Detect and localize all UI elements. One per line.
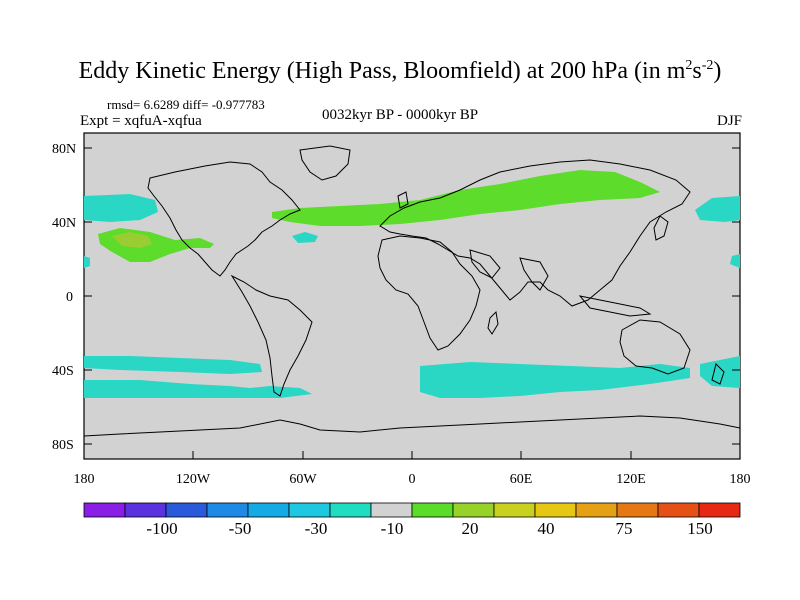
coast-arabia	[469, 249, 501, 279]
colorbar-swatch	[370, 502, 413, 518]
map-background	[83, 132, 741, 460]
colorbar-label: 20	[461, 519, 479, 538]
map-title: Eddy Kinetic Energy (High Pass, Bloomfie…	[78, 58, 722, 84]
cyan-field-south-pacific-2	[84, 380, 312, 398]
coast-new-zealand	[711, 363, 725, 385]
axis-ticks	[83, 147, 741, 459]
colorbar-swatch	[493, 502, 536, 518]
lat-label: 80S	[52, 438, 74, 453]
lon-label: 180	[74, 472, 95, 487]
coast-uk	[397, 191, 409, 209]
colorbar-swatch	[534, 502, 577, 518]
lon-label: 60E	[510, 472, 533, 487]
lat-label: 40N	[52, 216, 76, 231]
coast-japan	[653, 215, 669, 241]
colorbar-label: -100	[146, 519, 178, 538]
yellowgreen-field-pacific	[112, 232, 152, 248]
colorbar-swatch	[329, 502, 372, 518]
cyan-field-west-edge	[84, 256, 90, 268]
anomaly-fields	[84, 170, 740, 398]
coastlines	[83, 145, 741, 437]
coast-eurasia	[379, 159, 691, 307]
lat-label: 80N	[52, 142, 76, 157]
colorbar-label: -30	[304, 519, 328, 538]
colorbar-swatch	[411, 502, 454, 518]
colorbar	[83, 502, 741, 518]
colorbar-swatch	[698, 502, 741, 518]
coast-indonesia	[578, 295, 652, 317]
lon-label: 120W	[176, 472, 211, 487]
coast-north-america	[147, 161, 301, 277]
colorbar-swatch	[616, 502, 659, 518]
colorbar-label: 40	[537, 519, 555, 538]
period-label: 0032kyr BP - 0000kyr BP	[322, 107, 479, 123]
cyan-field-north-pacific-east	[695, 196, 740, 222]
cyan-field-east-edge	[730, 254, 740, 268]
coast-greenland	[299, 145, 351, 181]
colorbar-swatch	[206, 502, 249, 518]
stats-text: rmsd= 6.6289 diff= -0.977783	[107, 97, 265, 112]
colorbar-swatch	[288, 502, 331, 518]
colorbar-swatch	[452, 502, 495, 518]
colorbar-swatch	[124, 502, 167, 518]
experiment-label: Expt = xqfuA-xqfua	[80, 113, 202, 129]
coast-australia	[619, 319, 691, 375]
cyan-field-atlantic	[292, 232, 318, 243]
colorbar-label: -10	[380, 519, 404, 538]
cyan-field-north-pacific	[84, 194, 158, 222]
green-field-eurasia	[272, 170, 660, 226]
coast-antarctica	[83, 415, 741, 437]
lat-label: 0	[66, 290, 73, 305]
colorbar-swatch	[83, 502, 126, 518]
colorbar-swatch	[575, 502, 618, 518]
coast-south-america	[230, 274, 313, 397]
lon-label: 0	[409, 472, 416, 487]
season-label: DJF	[716, 113, 742, 129]
lon-label: 120E	[616, 472, 646, 487]
colorbar-swatch	[165, 502, 208, 518]
colorbar-swatch	[247, 502, 290, 518]
cyan-field-south-east	[700, 356, 740, 388]
lat-label: 40S	[52, 364, 74, 379]
colorbar-label: 75	[615, 519, 633, 538]
cyan-field-south-indian	[420, 362, 690, 398]
cyan-field-south-pacific	[84, 356, 262, 374]
coast-africa	[377, 235, 481, 351]
coast-madagascar	[487, 310, 499, 335]
lon-label: 60W	[289, 472, 317, 487]
colorbar-label: 150	[687, 519, 713, 538]
coast-india	[519, 257, 549, 291]
colorbar-swatch	[657, 502, 700, 518]
lon-label: 180	[730, 472, 751, 487]
colorbar-label: -50	[228, 519, 252, 538]
